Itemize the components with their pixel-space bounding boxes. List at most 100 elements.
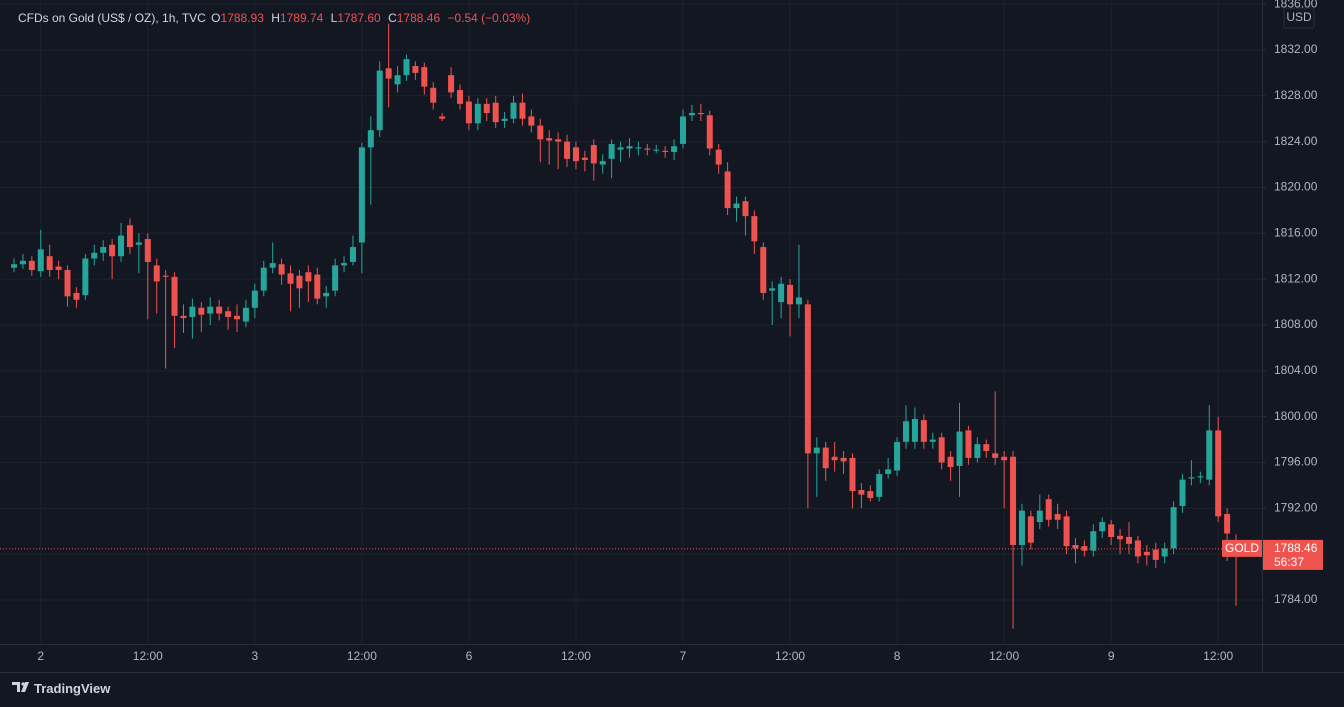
candle-body	[162, 275, 169, 277]
symbol-tag	[1222, 539, 1262, 557]
x-tick-label: 7	[680, 649, 687, 663]
candle-body	[680, 116, 686, 144]
legend-header: CFDs on Gold (US$ / OZ), 1h, TVC O1788.9…	[18, 11, 534, 25]
candle-body	[394, 75, 401, 85]
candle-body	[1126, 536, 1132, 544]
candle-body	[1206, 430, 1213, 480]
x-tick-label: 12:00	[347, 649, 377, 663]
ohlc-key: C	[388, 11, 397, 25]
candle-body	[903, 421, 909, 442]
watermark: TradingView	[12, 681, 110, 696]
candle-body	[341, 263, 348, 266]
candle-body	[73, 292, 80, 300]
candle-body	[1215, 430, 1222, 517]
x-tick-label: 9	[1108, 649, 1115, 663]
candle-body	[314, 274, 321, 299]
candle-body	[564, 141, 571, 159]
candle-body	[635, 147, 642, 149]
symbol-tag-label: GOLD	[1225, 541, 1259, 555]
candle-body	[216, 306, 223, 314]
candle-body	[662, 150, 669, 152]
candle-body	[82, 258, 89, 296]
candle-body	[109, 244, 116, 257]
candle-body	[1090, 531, 1097, 551]
candle-body	[671, 146, 678, 152]
candle-body	[920, 420, 927, 442]
candle-body	[91, 252, 98, 259]
candle-body	[358, 147, 365, 243]
candles	[0, 23, 1262, 629]
candle-body	[287, 273, 294, 284]
candle-body	[840, 457, 847, 462]
axes: 1784.001788.001792.001796.001800.001804.…	[37, 0, 1323, 663]
candle-body	[171, 276, 178, 316]
candle-body	[911, 418, 918, 442]
logo	[12, 682, 29, 692]
y-tick-label: 1808.00	[1274, 317, 1318, 331]
y-tick-label: 1812.00	[1274, 271, 1318, 285]
candle-body	[697, 112, 704, 115]
candle-body	[251, 290, 258, 308]
brand-name: TradingView	[34, 681, 111, 696]
candle-body	[581, 157, 588, 160]
candle-body	[1152, 549, 1159, 560]
candle-body	[804, 304, 811, 454]
candle-body	[894, 441, 901, 471]
candle-body	[617, 147, 624, 150]
candle-body	[332, 265, 339, 291]
candle-body	[153, 265, 160, 282]
candle-body	[225, 311, 232, 317]
candle-body	[305, 272, 312, 282]
x-tick-label: 12:00	[561, 649, 591, 663]
candle-body	[876, 473, 883, 497]
candle-body	[653, 149, 660, 151]
candle-body	[198, 307, 205, 315]
y-tick-label: 1800.00	[1274, 409, 1318, 423]
candle-body	[492, 102, 499, 123]
candle-body	[742, 201, 749, 217]
candle-body	[1010, 456, 1017, 545]
x-tick-label: 12:00	[989, 649, 1019, 663]
candle-body	[448, 75, 455, 93]
candle-body	[974, 444, 981, 458]
candle-body	[376, 70, 383, 131]
candle-body	[822, 447, 829, 469]
candle-body	[412, 66, 419, 73]
candle-body	[760, 247, 767, 293]
candle-body	[28, 260, 35, 270]
candle-body	[1117, 535, 1124, 540]
candle-body	[1081, 546, 1088, 551]
candle-body	[858, 489, 865, 495]
candle-body	[795, 297, 802, 305]
candle-body	[519, 102, 526, 119]
change: −0.54 (−0.03%)	[447, 11, 531, 25]
ohlc-key: L	[330, 11, 338, 25]
candle-body	[885, 469, 892, 474]
candle-body	[55, 266, 62, 270]
candle-body	[421, 67, 428, 87]
ohlc-value: 1789.74	[279, 11, 324, 25]
candle-body	[528, 116, 535, 126]
candle-body	[64, 269, 71, 297]
candle-body	[724, 171, 731, 209]
candle-body	[1099, 522, 1106, 532]
candle-body	[1161, 548, 1168, 557]
candle-body	[501, 118, 508, 122]
candle-body	[349, 247, 356, 262]
ohlc-value: 1788.93	[220, 11, 264, 25]
ohlc-key: O	[211, 11, 221, 25]
candle-body	[983, 444, 990, 452]
candle-body	[1197, 476, 1204, 478]
candle-body	[947, 456, 954, 468]
candle-body	[644, 148, 651, 150]
y-tick-label: 1796.00	[1274, 455, 1318, 469]
candle-body	[144, 239, 151, 262]
candle-body	[706, 115, 713, 149]
currency-box	[1283, 7, 1315, 29]
candle-body	[929, 439, 936, 442]
x-tick-label: 12:00	[1203, 649, 1233, 663]
candle-body	[626, 146, 633, 149]
candle-body	[1179, 479, 1186, 507]
candle-body	[1054, 514, 1061, 520]
